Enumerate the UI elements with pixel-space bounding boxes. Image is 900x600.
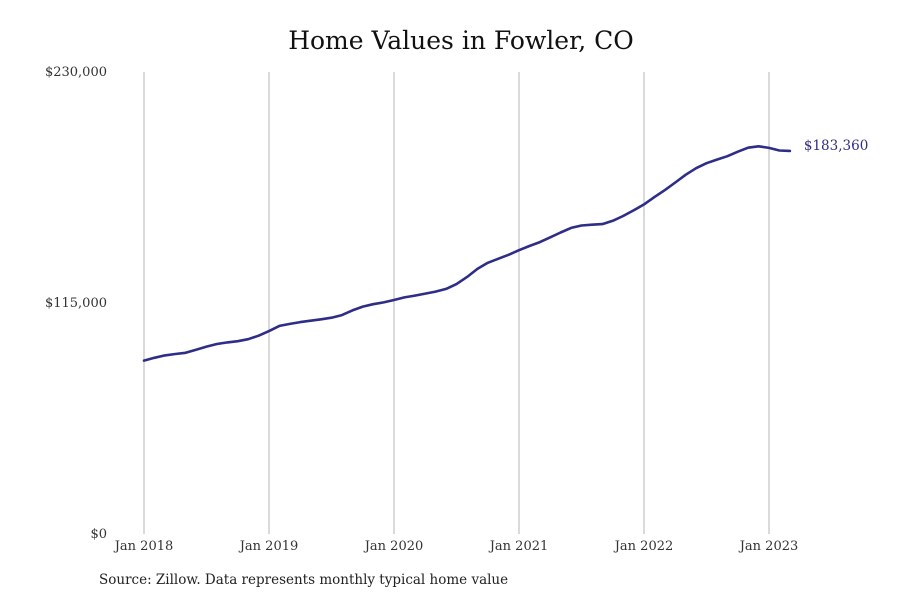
x-tick-label: Jan 2020 — [363, 539, 424, 554]
x-tick-label: Jan 2021 — [488, 539, 549, 554]
x-tick-label: Jan 2023 — [738, 539, 799, 554]
x-tick-label: Jan 2019 — [238, 539, 299, 554]
source-note: Source: Zillow. Data represents monthly … — [99, 572, 509, 588]
end-value-label: $183,360 — [804, 138, 868, 154]
chart-title: Home Values in Fowler, CO — [288, 26, 634, 55]
y-tick-label: $230,000 — [45, 65, 107, 80]
x-axis-ticks: Jan 2018 Jan 2019 Jan 2020 Jan 2021 Jan 2022… — [113, 539, 799, 554]
series-layer — [142, 145, 792, 362]
series-line-0 — [142, 145, 792, 362]
x-tick-label: Jan 2018 — [113, 539, 174, 554]
y-axis-ticks: $0 $115,000 $230,000 — [45, 65, 107, 542]
x-tick-label: Jan 2022 — [613, 539, 674, 554]
y-tick-label: $115,000 — [45, 296, 107, 311]
y-tick-label: $0 — [90, 527, 107, 542]
gridlines — [143, 72, 770, 534]
